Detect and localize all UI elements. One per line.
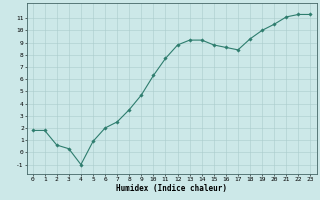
X-axis label: Humidex (Indice chaleur): Humidex (Indice chaleur) — [116, 184, 227, 193]
